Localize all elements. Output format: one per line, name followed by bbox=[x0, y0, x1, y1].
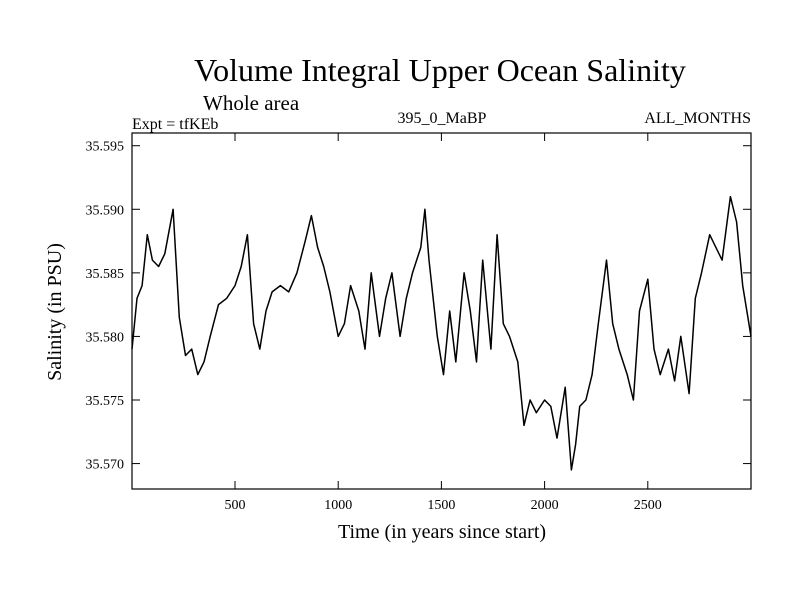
y-tick-label: 35.595 bbox=[86, 140, 125, 155]
y-tick-label: 35.570 bbox=[86, 458, 125, 473]
x-tick-label: 2500 bbox=[634, 498, 662, 513]
y-axis-label: Salinity (in PSU) bbox=[44, 243, 66, 381]
y-tick-label: 35.585 bbox=[86, 267, 125, 282]
x-tick-label: 500 bbox=[224, 498, 245, 513]
plot-frame bbox=[131, 132, 752, 490]
x-tick-label: 1500 bbox=[427, 498, 455, 513]
x-axis-ticks: 500 1000 1500 2000 2500 bbox=[224, 133, 662, 513]
chart-title: Volume Integral Upper Ocean Salinity bbox=[194, 52, 686, 88]
run-label: 395_0_MaBP bbox=[398, 110, 487, 127]
x-axis-label: Time (in years since start) bbox=[338, 521, 546, 543]
x-tick-label: 1000 bbox=[324, 498, 352, 513]
salinity-series-line bbox=[131, 195, 752, 471]
y-axis-ticks: 35.570 35.575 35.580 35.585 35.590 35.595 bbox=[86, 140, 751, 473]
chart-subtitle: Whole area bbox=[203, 91, 300, 115]
y-tick-label: 35.590 bbox=[86, 203, 125, 218]
x-tick-label: 2000 bbox=[531, 498, 559, 513]
months-label: ALL_MONTHS bbox=[644, 110, 751, 127]
experiment-label: Expt = tfKEb bbox=[132, 116, 218, 133]
y-tick-label: 35.580 bbox=[86, 330, 125, 345]
y-tick-label: 35.575 bbox=[86, 394, 125, 409]
